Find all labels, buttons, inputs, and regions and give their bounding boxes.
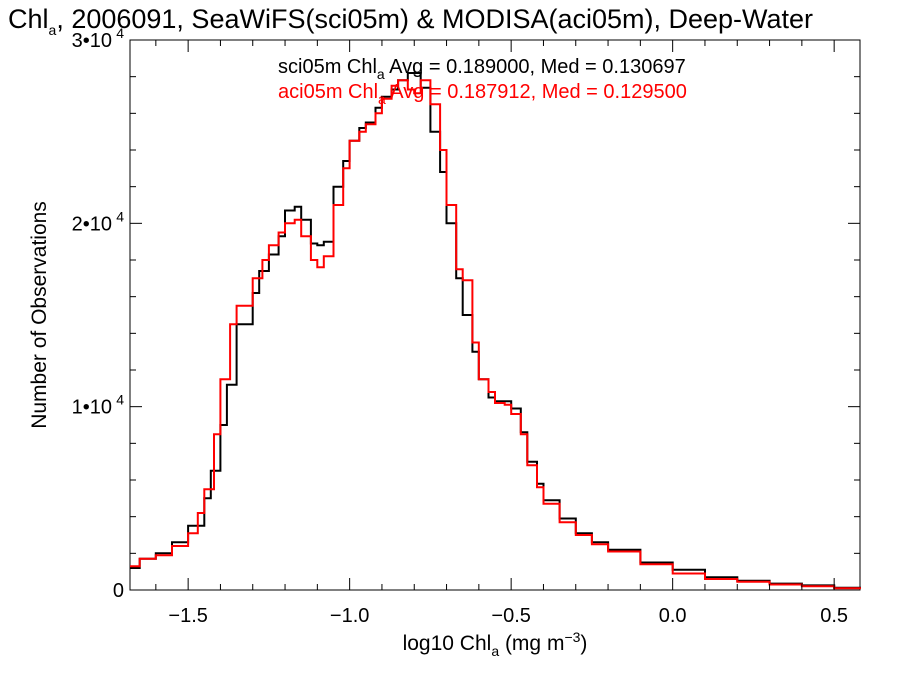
y-axis-label: Number of Observations <box>28 201 51 429</box>
y-tick-label: 0 <box>113 580 124 602</box>
x-tick-label: 0.5 <box>820 605 848 627</box>
y-tick-label: 2•10 <box>72 213 112 235</box>
x-tick-label: −0.5 <box>491 605 530 627</box>
tick-layer: −1.5 −1.0 −0.5 0.0 0.501•10 42•10 43•10 4 <box>72 25 860 627</box>
series-layer <box>130 72 861 590</box>
y-tick-label: 3•10 <box>72 30 112 52</box>
title-pre: Chl <box>8 4 49 34</box>
legend-sci05m-sub: a <box>377 66 385 82</box>
y-tick-exponent: 4 <box>116 25 124 41</box>
legend-sci05m-label: sci05m Chl <box>278 56 377 78</box>
legend-aci05m-label: aci05m Chl <box>278 81 378 103</box>
x-tick-label: −1.0 <box>330 605 369 627</box>
plot-frame <box>129 39 861 591</box>
x-axis-label: log10 Chla (mg m−3) <box>403 629 588 659</box>
chart-title: Chla, 2006091, SeaWiFS(sci05m) & MODISA(… <box>8 4 813 38</box>
y-tick-exponent: 4 <box>116 392 124 408</box>
xlabel-sub: a <box>491 643 499 659</box>
title-post: , 2006091, SeaWiFS(sci05m) & MODISA(aci0… <box>56 4 813 34</box>
title-sub: a <box>49 22 57 38</box>
legend-aci05m-stats: Avg = 0.187912, Med = 0.129500 <box>386 81 687 103</box>
series-line-aci05m <box>130 79 861 590</box>
y-tick-label: 1•10 <box>72 397 112 419</box>
xlabel-end: ) <box>580 632 587 655</box>
x-tick-label: −1.5 <box>168 605 207 627</box>
y-tick-exponent: 4 <box>116 208 124 224</box>
xlabel-post: (mg m <box>499 632 564 655</box>
legend-entry-aci05m: aci05m Chla Avg = 0.187912, Med = 0.1295… <box>278 81 687 107</box>
legend-aci05m-sub: a <box>378 91 386 107</box>
legend-sci05m-stats: Avg = 0.189000, Med = 0.130697 <box>385 56 686 78</box>
series-line-sci05m <box>130 72 861 589</box>
x-tick-label: 0.0 <box>659 605 687 627</box>
xlabel-pre: log10 Chl <box>403 632 492 655</box>
xlabel-sup: −3 <box>564 629 580 645</box>
legend-entry-sci05m: sci05m Chla Avg = 0.189000, Med = 0.1306… <box>278 56 686 82</box>
